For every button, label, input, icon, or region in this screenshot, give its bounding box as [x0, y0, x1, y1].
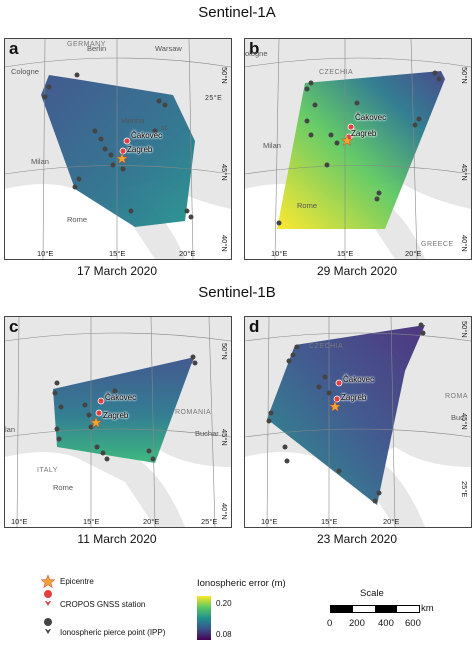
y-tick: 45°N — [460, 413, 469, 430]
station-pin-icon — [44, 590, 53, 606]
map-panel-a: a GERMANY Berlin Warsaw Cologne Vienna s… — [4, 38, 232, 260]
map-panel-b: b ologne CZECHIA Milan Rome GREECE Čakov… — [244, 38, 472, 260]
city-label: Rome — [53, 483, 74, 492]
x-tick: 15°E — [83, 517, 100, 526]
country-label: ROMANIA — [175, 409, 212, 416]
x-tick: 25°E — [201, 517, 218, 526]
y-tick: 50°N — [460, 321, 469, 338]
y-tick: 50°N — [220, 343, 229, 360]
colorbar-max: 0.20 — [216, 599, 232, 608]
star-icon — [40, 574, 56, 589]
scale-bar — [330, 605, 420, 613]
country-label: ITALY — [37, 467, 58, 474]
scale-tick: 0 — [327, 618, 333, 629]
sentinel-1a-title: Sentinel-1A — [198, 4, 276, 21]
scale-tick: 400 — [378, 618, 394, 629]
city-label: Warsaw — [155, 44, 182, 53]
date-label-a: 17 March 2020 — [76, 264, 158, 278]
legend-symbols — [40, 574, 56, 634]
y-tick: 40°N — [220, 503, 229, 520]
x-tick: 20°E — [179, 249, 196, 258]
y-tick: 45°N — [460, 164, 469, 181]
scale-title: Scale — [360, 588, 384, 599]
x-tick: 10°E — [271, 249, 288, 258]
scale-unit: km — [421, 603, 434, 614]
y-tick: 25°E — [460, 481, 469, 498]
country-label: ROMA — [445, 393, 468, 400]
panel-letter-c: c — [9, 317, 19, 336]
station-label-cakovec: Čakovec — [131, 131, 163, 140]
map-a-graphic — [5, 39, 231, 259]
panel-letter-d: d — [249, 317, 260, 336]
x-tick: 20°E — [383, 517, 400, 526]
country-label: GERMANY — [67, 41, 106, 48]
colorbar-min: 0.08 — [216, 630, 232, 639]
station-label-zagreb: Zagreb — [127, 145, 153, 154]
country-label: CZECHIA — [319, 69, 354, 76]
station-label-cakovec: Čakovec — [355, 113, 387, 122]
legend-station: CROPOS GNSS station — [60, 600, 146, 609]
scale-tick: 200 — [349, 618, 365, 629]
station-label-cakovec: Čakovec — [343, 375, 375, 384]
x-tick: 10°E — [261, 517, 278, 526]
legend-epicentre: Epicentre — [60, 577, 94, 586]
x-tick: 15°E — [109, 249, 126, 258]
city-label: ologne — [245, 49, 268, 58]
y-tick: 40°N — [460, 235, 469, 252]
city-label: lan — [5, 425, 16, 434]
map-b-graphic — [245, 39, 471, 259]
country-label: GREECE — [421, 241, 454, 248]
city-label: Berlin — [87, 44, 107, 53]
colorbar — [197, 596, 211, 640]
map-panel-c: c lan ROMANIA Buchar ITALY Rome Čakovec … — [4, 316, 232, 528]
station-label-zagreb: Zagreb — [103, 411, 129, 420]
x-tick: 20°E — [143, 517, 160, 526]
city-label: st — [161, 123, 167, 132]
city-label: Rome — [67, 215, 88, 224]
station-label-zagreb: Zagreb — [351, 129, 377, 138]
colorbar-title: Ionospheric error (m) — [197, 578, 286, 589]
map-panel-d: d CZECHIA ROMA Buc Čakovec Zagreb 10°E 1… — [244, 316, 472, 528]
x-tick: 10°E — [11, 517, 28, 526]
country-label: CZECHIA — [309, 343, 344, 350]
legend-ipp: Ionospheric pierce point (IPP) — [60, 628, 166, 637]
city-label: Buc — [451, 413, 464, 422]
y-tick: 45°N — [220, 429, 229, 446]
x-tick: 10°E — [37, 249, 54, 258]
station-label-zagreb: Zagreb — [341, 393, 367, 402]
city-label: Milan — [31, 157, 49, 166]
y-tick: 45°N — [220, 164, 229, 181]
panel-letter-a: a — [9, 39, 19, 58]
map-c-graphic — [5, 317, 231, 527]
ipp-pin-icon — [44, 618, 53, 634]
x-tick: 15°E — [321, 517, 338, 526]
city-label: Rome — [297, 201, 318, 210]
date-label-c: 11 March 2020 — [77, 532, 157, 546]
scale-tick: 600 — [405, 618, 421, 629]
y-tick: 50°N — [460, 67, 469, 84]
city-label: Cologne — [11, 67, 39, 76]
x-tick: 15°E — [337, 249, 354, 258]
panel-letter-b: b — [249, 39, 260, 58]
map-d-graphic — [245, 317, 471, 527]
station-label-cakovec: Čakovec — [105, 393, 137, 402]
city-label: Vienna — [121, 116, 145, 125]
city-label: Milan — [263, 141, 281, 150]
date-label-d: 23 March 2020 — [316, 532, 398, 546]
y-tick: 50°N — [220, 67, 229, 84]
y-tick: 40°N — [220, 235, 229, 252]
date-label-b: 29 March 2020 — [316, 264, 398, 278]
city-label: Buchar — [195, 429, 219, 438]
lon-label: 25°E — [205, 95, 223, 102]
sentinel-1b-title: Sentinel-1B — [198, 284, 276, 301]
x-tick: 20°E — [405, 249, 422, 258]
